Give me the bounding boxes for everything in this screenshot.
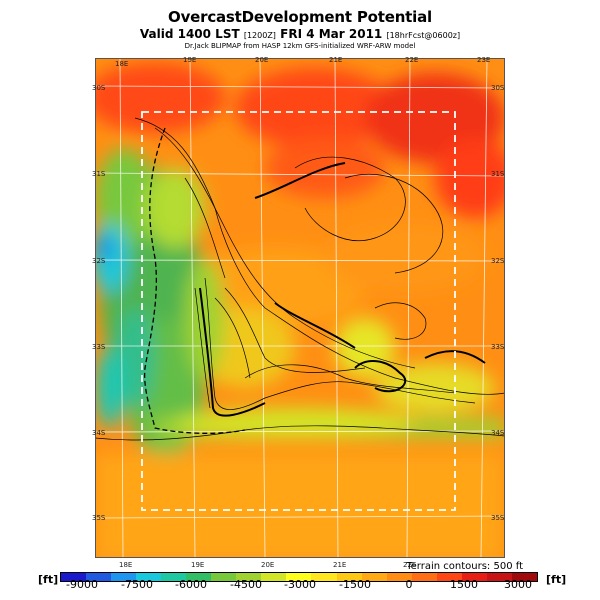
lat-label-right-1: 31S [491,170,505,178]
lat-label-right-5: 35S [491,514,505,522]
lon-label-top-0: 18E [115,60,129,68]
colorbar-unit-left: [ft] [38,573,59,586]
lon-label-top-2: 20E [255,56,269,64]
colorbar-segment [361,573,387,581]
colorbar-segment [411,573,437,581]
lat-label-left-2: 32S [92,257,106,265]
colorbar [60,572,538,582]
lon-label-bottom-1: 19E [191,561,205,569]
forecast-code: [18hrFcst@0600z] [386,31,461,40]
lon-label-top-3: 21E [329,56,343,64]
colorbar-segment [61,573,87,581]
colorbar-segment [311,573,337,581]
colorbar-label-4: -3000 [284,578,316,591]
colorbar-label-1: -7500 [121,578,153,591]
lat-lon-grid [95,58,505,558]
map-subtitle: Valid 1400 LST [1200Z] FRI 4 Mar 2011 [1… [0,27,600,41]
colorbar-segment [111,573,137,581]
map-svg [95,58,505,558]
lat-label-left-0: 30S [92,84,106,92]
colorbar-label-5: -1500 [339,578,371,591]
colorbar-segment [436,573,462,581]
colorbar-segment [511,573,537,581]
colorbar-label-8: 3000 [504,578,532,591]
valid-time: Valid 1400 LST [139,27,240,41]
coastline [144,127,246,434]
colorbar-segment [86,573,112,581]
map-frame [95,58,505,558]
forecast-map: 18E 19E 20E 21E 22E 23E 18E 19E 20E 21E … [92,56,505,569]
lat-label-left-5: 35S [92,514,106,522]
colorbar-segment [211,573,237,581]
inner-domain-box [141,111,456,511]
lat-label-left-1: 31S [92,170,106,178]
map-title: OvercastDevelopment Potential [168,8,432,26]
colorbar-label-6: 0 [405,578,413,591]
colorbar-unit-right: [ft] [546,573,567,586]
lat-label-left-4: 34S [92,429,106,437]
lon-label-top-5: 23E [477,56,491,64]
lon-label-top-1: 19E [183,56,197,64]
colorbar-segment [486,573,512,581]
terrain-contours [95,117,505,441]
colorbar-segment [286,573,312,581]
lon-label-bottom-3: 21E [333,561,347,569]
lat-label-right-3: 33S [491,343,505,351]
colorbar-label-0: -9000 [66,578,98,591]
colorbar-segment [186,573,212,581]
lon-label-bottom-2: 20E [261,561,275,569]
colorbar-segment [236,573,262,581]
utc-code: [1200Z] [243,31,276,40]
colorbar-label-2: -6000 [175,578,207,591]
colorbar-segment [136,573,162,581]
colorbar-label-3: -4500 [230,578,262,591]
lat-label-left-3: 33S [92,343,106,351]
colorbar-label-7: 1500 [450,578,478,591]
model-credit: Dr.Jack BLIPMAP from HASP 12km GFS-initi… [184,42,416,50]
valid-date: FRI 4 Mar 2011 [280,27,383,41]
thick-contours [199,162,486,417]
lat-label-right-0: 30S [491,84,505,92]
lon-label-top-4: 22E [405,56,419,64]
colorbar-segment [386,573,412,581]
lat-label-right-4: 34S [491,429,505,437]
colorbar-segment [461,573,487,581]
terrain-contour-note: Terrain contours: 500 ft [406,561,523,572]
lon-label-bottom-0: 18E [119,561,133,569]
colorbar-segment [261,573,287,581]
colorbar-segment [336,573,362,581]
colorbar-segment [161,573,187,581]
lat-label-right-2: 32S [491,257,505,265]
lon-label-bottom-4: 22E [403,561,417,569]
